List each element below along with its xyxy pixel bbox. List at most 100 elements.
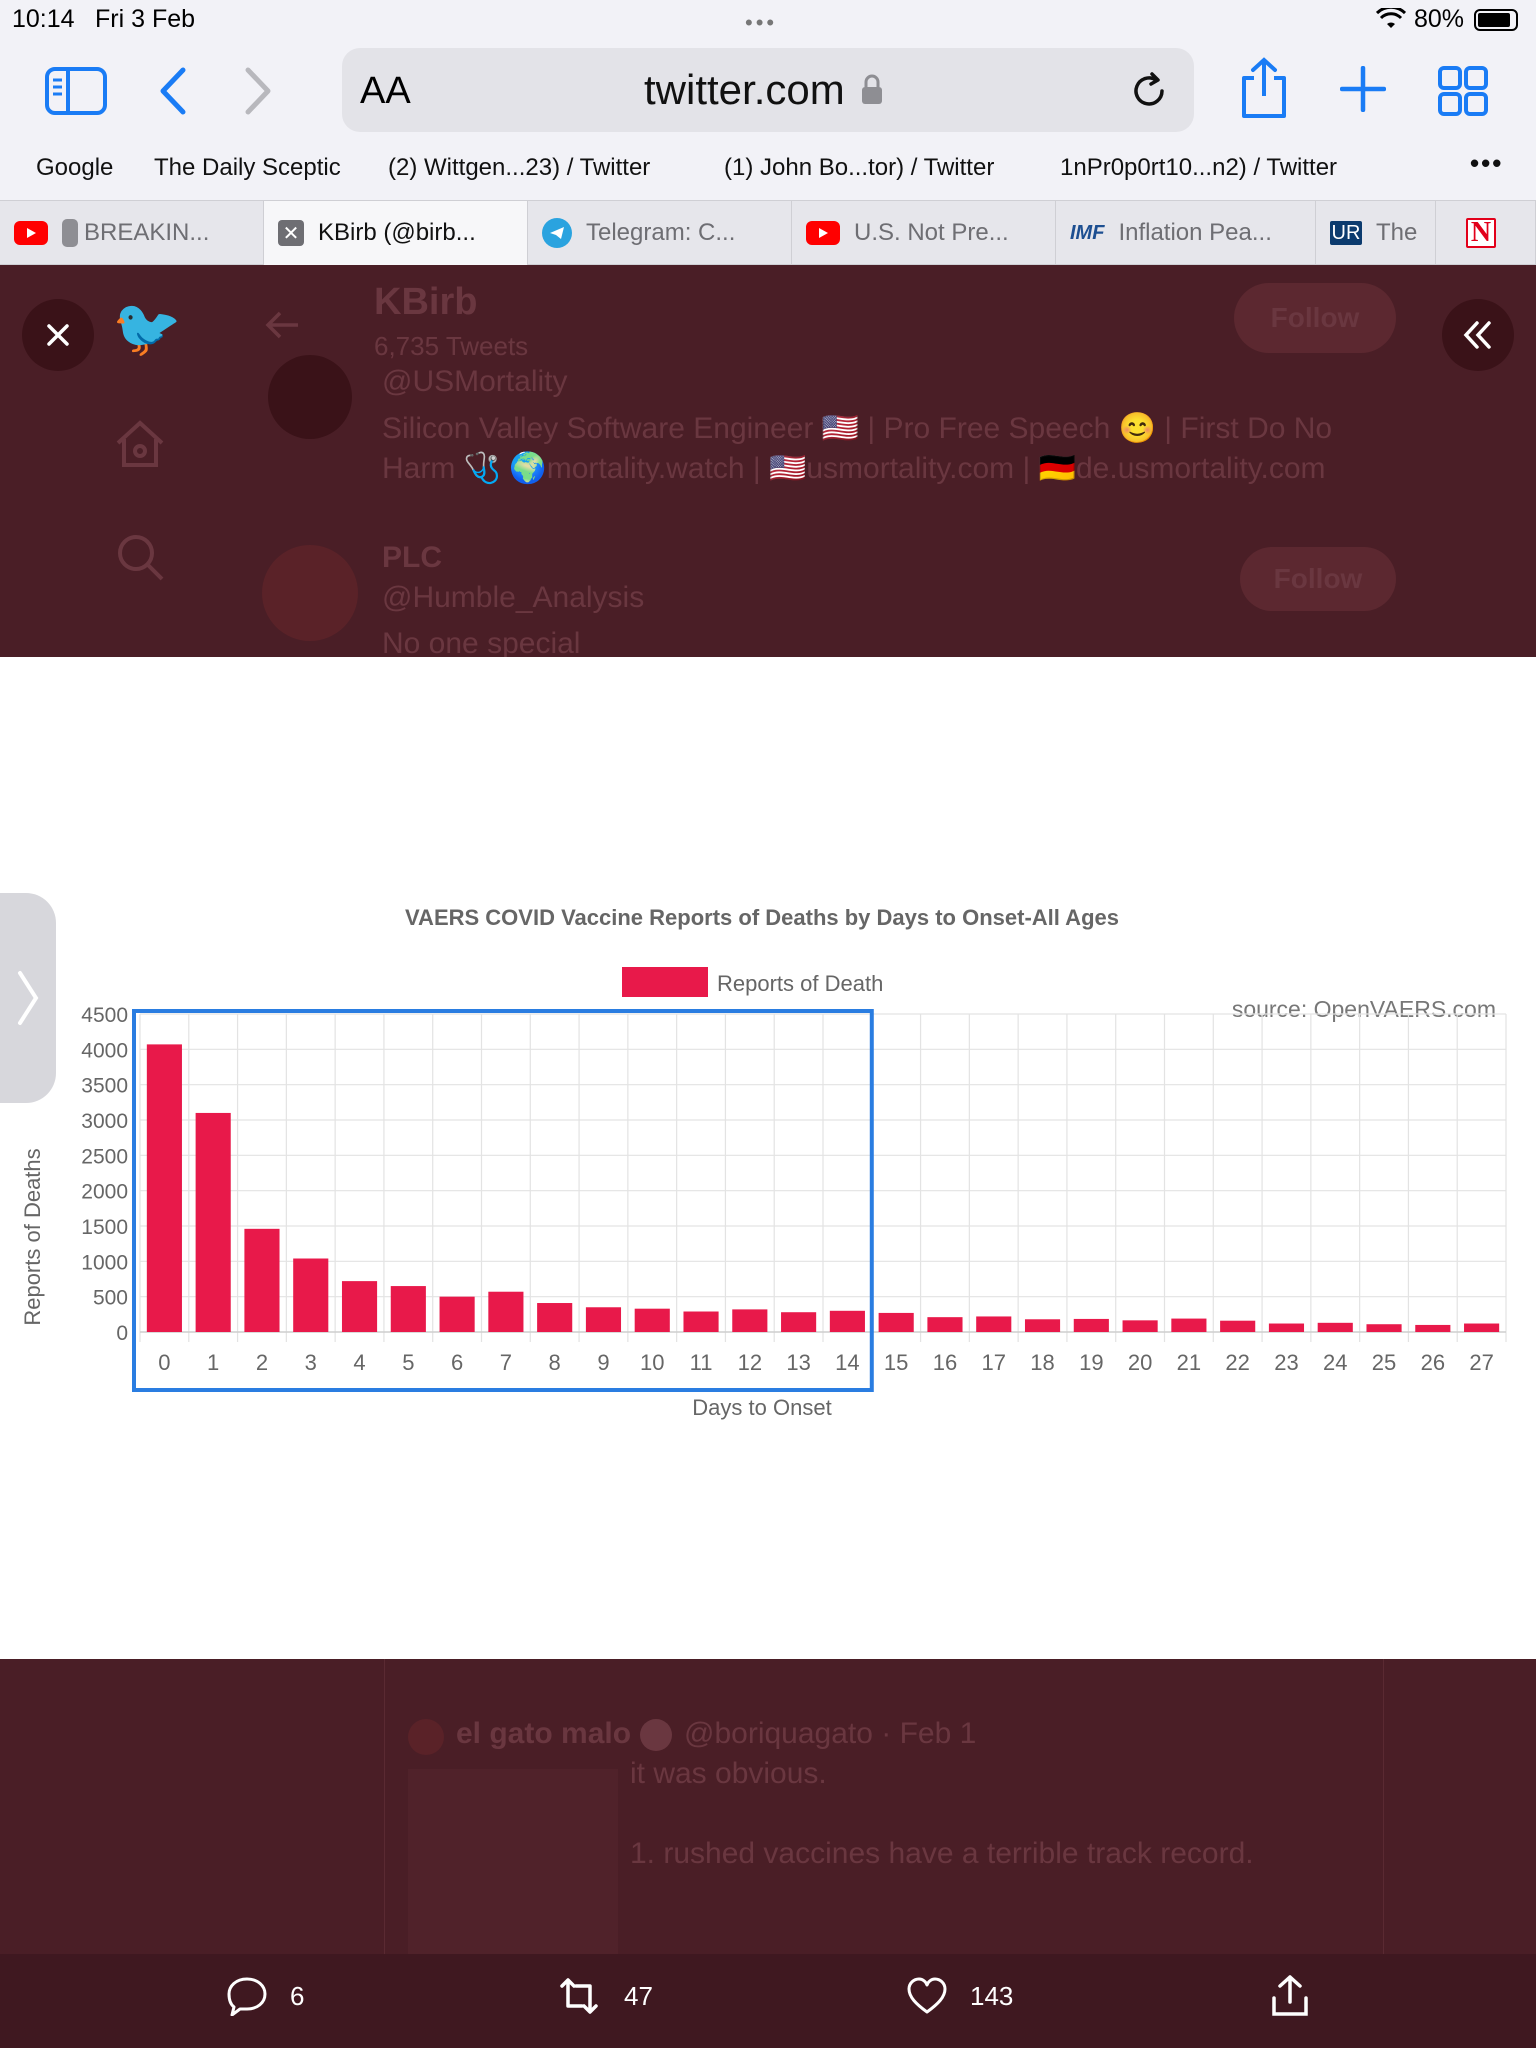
bar	[488, 1291, 524, 1332]
tweet-author: el gato malo	[456, 1717, 632, 1750]
browser-toolbar: AA twitter.com	[0, 40, 1536, 140]
dimmed-page-bottom: el gato malo @boriquagato · Feb 1 it was…	[0, 1659, 1536, 1954]
close-viewer-button[interactable]	[22, 299, 94, 371]
tab-the[interactable]: UR The	[1316, 201, 1436, 265]
x-tick-label: 5	[402, 1350, 414, 1375]
favorites-bar: Google The Daily Sceptic (2) Wittgen...2…	[0, 140, 1536, 200]
share-icon[interactable]	[1270, 1974, 1310, 2020]
x-tick-label: 19	[1079, 1350, 1103, 1375]
avatar[interactable]	[408, 1719, 444, 1755]
reload-icon[interactable]	[1128, 70, 1170, 112]
tab-overview-icon[interactable]	[1438, 66, 1488, 116]
x-tick-label: 17	[982, 1350, 1006, 1375]
page-icon	[62, 219, 78, 247]
x-tick-label: 14	[835, 1350, 859, 1375]
follow-button[interactable]: Follow	[1234, 283, 1396, 353]
bar	[537, 1303, 573, 1332]
sidebar-icon[interactable]	[44, 66, 108, 116]
x-tick-label: 22	[1225, 1350, 1249, 1375]
back-arrow-icon[interactable]	[262, 305, 302, 345]
x-tick-label: 20	[1128, 1350, 1152, 1375]
search-icon[interactable]	[112, 529, 168, 585]
y-axis-ticks: 4500 4000 3500 3000 2500 2000 1500 1000 500 0	[81, 1004, 128, 1345]
x-tick-label: 0	[158, 1350, 170, 1375]
x-tick-label: 15	[884, 1350, 908, 1375]
dimmed-page-top: 🐦 KBirb 6,735 Tweets Follow @USMortality…	[0, 265, 1536, 657]
favorite-john-bo[interactable]: (1) John Bo...tor) / Twitter	[724, 154, 995, 181]
heart-icon	[907, 1977, 947, 2014]
retweet-button[interactable]: 47	[556, 1976, 653, 2016]
tab-n[interactable]: N	[1436, 201, 1536, 265]
wifi-icon	[1376, 8, 1406, 28]
bar	[341, 1281, 378, 1332]
x-tick-label: 26	[1421, 1350, 1445, 1375]
profile-bio-line-1: Silicon Valley Software Engineer 🇺🇸 | Pr…	[382, 412, 1333, 445]
share-icon[interactable]	[1238, 56, 1290, 120]
address-bar[interactable]: AA twitter.com	[342, 48, 1194, 132]
retweet-icon	[560, 1978, 598, 2014]
ur-icon: UR	[1330, 221, 1362, 245]
reply-button[interactable]: 6	[226, 1976, 304, 2016]
x-tick-label: 3	[305, 1350, 317, 1375]
x-tick-label: 11	[690, 1350, 713, 1375]
tab-bar: BREAKIN... ✕ KBirb (@birb... Telegram: C…	[0, 200, 1536, 265]
chevron-right-icon	[18, 971, 39, 1025]
youtube-icon	[14, 221, 48, 245]
profile-bio: No one special	[382, 627, 581, 657]
bar	[390, 1286, 426, 1332]
favorite-wittgen[interactable]: (2) Wittgen...23) / Twitter	[388, 154, 651, 181]
more-dots-icon[interactable]: •••	[745, 10, 778, 35]
profile-handle: @USMortality	[382, 365, 568, 398]
tab-breaking[interactable]: BREAKIN...	[0, 201, 264, 265]
status-bar: 10:14 Fri 3 Feb ••• 80%	[0, 0, 1536, 40]
battery-icon	[1474, 9, 1518, 31]
y-axis-label: Reports of Deaths	[20, 1148, 45, 1325]
text-size-button[interactable]: AA	[360, 70, 411, 112]
favorite-daily-sceptic[interactable]: The Daily Sceptic	[154, 154, 341, 181]
twitter-logo-icon: 🐦	[112, 296, 182, 359]
avatar[interactable]	[262, 545, 358, 641]
like-count: 143	[970, 1980, 1014, 2011]
favorite-google[interactable]: Google	[36, 154, 114, 181]
follow-button[interactable]: Follow	[1240, 547, 1396, 611]
y-tick-label: 2000	[81, 1181, 128, 1204]
bar	[1171, 1318, 1207, 1332]
tab-inflation[interactable]: IMF Inflation Pea...	[1056, 201, 1316, 265]
imf-icon: IMF	[1070, 221, 1105, 244]
forward-icon[interactable]	[240, 66, 276, 116]
y-tick-label: 500	[93, 1287, 128, 1310]
bar	[195, 1112, 231, 1332]
x-tick-label: 12	[738, 1350, 762, 1375]
tweet-card[interactable]	[384, 1659, 1384, 1954]
avatar[interactable]	[268, 355, 352, 439]
tab-telegram[interactable]: Telegram: C...	[528, 201, 792, 265]
side-panel-handle[interactable]	[0, 893, 56, 1103]
home-icon[interactable]	[112, 415, 168, 471]
tab-kbirb[interactable]: ✕ KBirb (@birb...	[264, 201, 528, 265]
new-tab-icon[interactable]	[1340, 66, 1386, 112]
retweet-count: 47	[624, 1980, 653, 2011]
lock-icon	[862, 74, 882, 104]
close-icon	[47, 324, 69, 346]
y-tick-label: 1500	[81, 1216, 128, 1239]
tab-label: U.S. Not Pre...	[854, 219, 1009, 246]
expand-panel-button[interactable]	[1442, 299, 1514, 371]
like-button[interactable]: 143	[906, 1976, 1013, 2016]
favorite-1npr0p0rt10[interactable]: 1nPr0p0rt10...n2) / Twitter	[1060, 154, 1338, 181]
legend-label: Reports of Death	[717, 971, 883, 996]
more-favorites-icon[interactable]: •••	[1470, 148, 1504, 178]
legend-swatch	[622, 967, 708, 997]
verified-icon	[640, 1719, 672, 1751]
x-axis-ticks: 0 1 2 3 4 5 6 7 8 9 10 11 12 13 14 15 16 17 18 19 20 21 22 23 24…	[158, 1350, 1494, 1375]
tweet-text-line-1: it was obvious.	[630, 1757, 827, 1790]
url-text[interactable]: twitter.com	[644, 66, 845, 113]
profile-name: KBirb	[374, 281, 478, 323]
back-icon[interactable]	[155, 66, 191, 116]
close-tab-icon[interactable]: ✕	[278, 220, 304, 246]
double-chevron-left-icon	[1463, 321, 1491, 349]
chart-bars	[146, 1044, 1500, 1332]
bar	[1415, 1324, 1451, 1332]
bar	[683, 1311, 719, 1332]
embedded-image[interactable]	[408, 1769, 618, 1954]
tab-us-not-pre[interactable]: U.S. Not Pre...	[792, 201, 1056, 265]
